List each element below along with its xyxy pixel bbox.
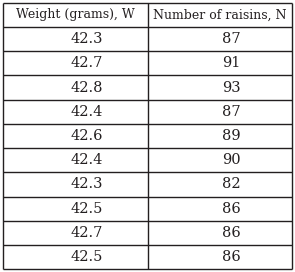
Text: 42.3: 42.3 (71, 32, 103, 46)
Text: 42.4: 42.4 (71, 105, 103, 119)
Text: 87: 87 (222, 105, 241, 119)
Text: 42.7: 42.7 (71, 56, 103, 70)
Text: 42.7: 42.7 (71, 226, 103, 240)
Text: 42.8: 42.8 (71, 81, 103, 95)
Text: 42.6: 42.6 (71, 129, 103, 143)
Text: 82: 82 (222, 177, 241, 191)
Text: 87: 87 (222, 32, 241, 46)
Text: 42.3: 42.3 (71, 177, 103, 191)
Text: 86: 86 (222, 226, 241, 240)
Text: 86: 86 (222, 202, 241, 216)
Text: 42.5: 42.5 (71, 202, 103, 216)
Text: 42.5: 42.5 (71, 250, 103, 264)
Text: 89: 89 (222, 129, 241, 143)
Text: 42.4: 42.4 (71, 153, 103, 167)
Text: Weight (grams), W: Weight (grams), W (16, 8, 135, 21)
Text: 91: 91 (222, 56, 241, 70)
Text: 93: 93 (222, 81, 241, 95)
Text: Number of raisins, N: Number of raisins, N (153, 8, 286, 21)
Text: 90: 90 (222, 153, 241, 167)
Text: 86: 86 (222, 250, 241, 264)
